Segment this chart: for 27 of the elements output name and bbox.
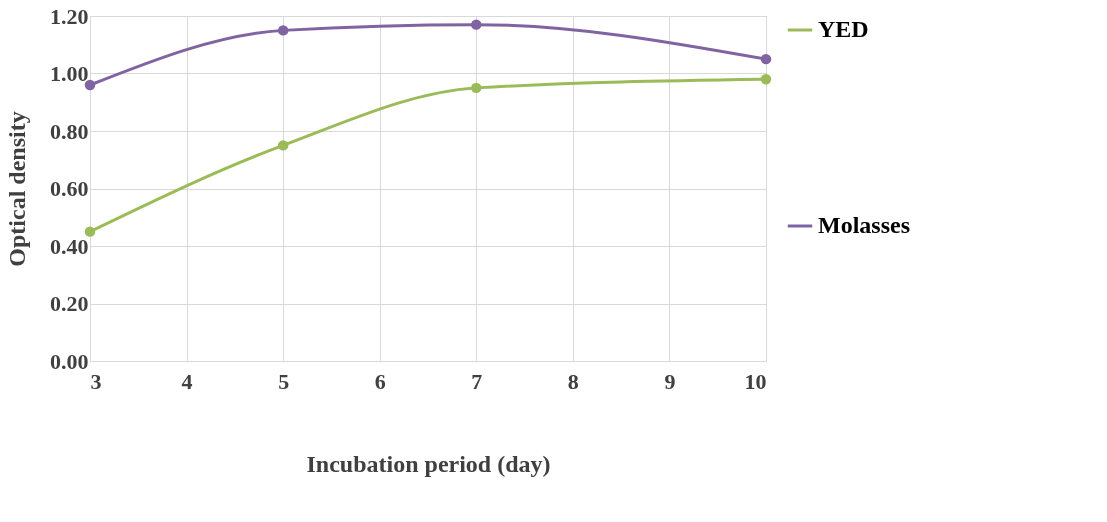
x-tick-label: 3 [90, 368, 102, 394]
x-tick-label: 8 [567, 368, 579, 394]
y-tick-label: 1.20 [50, 3, 89, 29]
x-tick-label: 5 [278, 368, 290, 394]
x-tick-label: 9 [664, 368, 676, 394]
x-tick-label: 10 [744, 368, 767, 394]
x-tick-label: 6 [374, 368, 386, 394]
point [471, 19, 482, 30]
x-tick-label: 4 [181, 368, 193, 394]
legend-label: YED [818, 16, 869, 42]
y-tick-label: 1.00 [50, 61, 89, 86]
y-tick-label: 0.00 [50, 348, 89, 374]
y-tick-label: 0.40 [50, 233, 89, 259]
y-axis-title: Optical density [4, 111, 30, 267]
x-tick-label: 7 [471, 368, 483, 394]
point [760, 74, 772, 85]
point [277, 140, 289, 151]
point [471, 82, 482, 94]
point [760, 53, 772, 65]
x-axis-title: Incubation period (day) [306, 450, 551, 477]
y-tick-label: 0.20 [50, 291, 89, 316]
point [84, 79, 96, 91]
y-tick-label: 0.60 [50, 176, 89, 201]
y-tick-label: 0.80 [50, 118, 89, 144]
point [277, 25, 289, 36]
point [84, 226, 96, 237]
legend-label: Molasses [818, 212, 910, 238]
